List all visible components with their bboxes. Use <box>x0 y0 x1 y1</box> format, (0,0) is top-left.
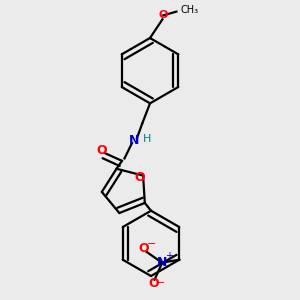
Text: O: O <box>139 242 149 255</box>
Text: H: H <box>143 134 152 144</box>
Text: −: − <box>147 239 156 249</box>
Text: N: N <box>129 134 140 147</box>
Text: O: O <box>97 144 107 157</box>
Text: −: − <box>156 278 165 288</box>
Text: +: + <box>165 251 173 261</box>
Text: O: O <box>159 10 168 20</box>
Text: N: N <box>157 256 167 269</box>
Text: O: O <box>148 278 159 290</box>
Text: O: O <box>134 171 145 184</box>
Text: CH₃: CH₃ <box>180 5 198 15</box>
